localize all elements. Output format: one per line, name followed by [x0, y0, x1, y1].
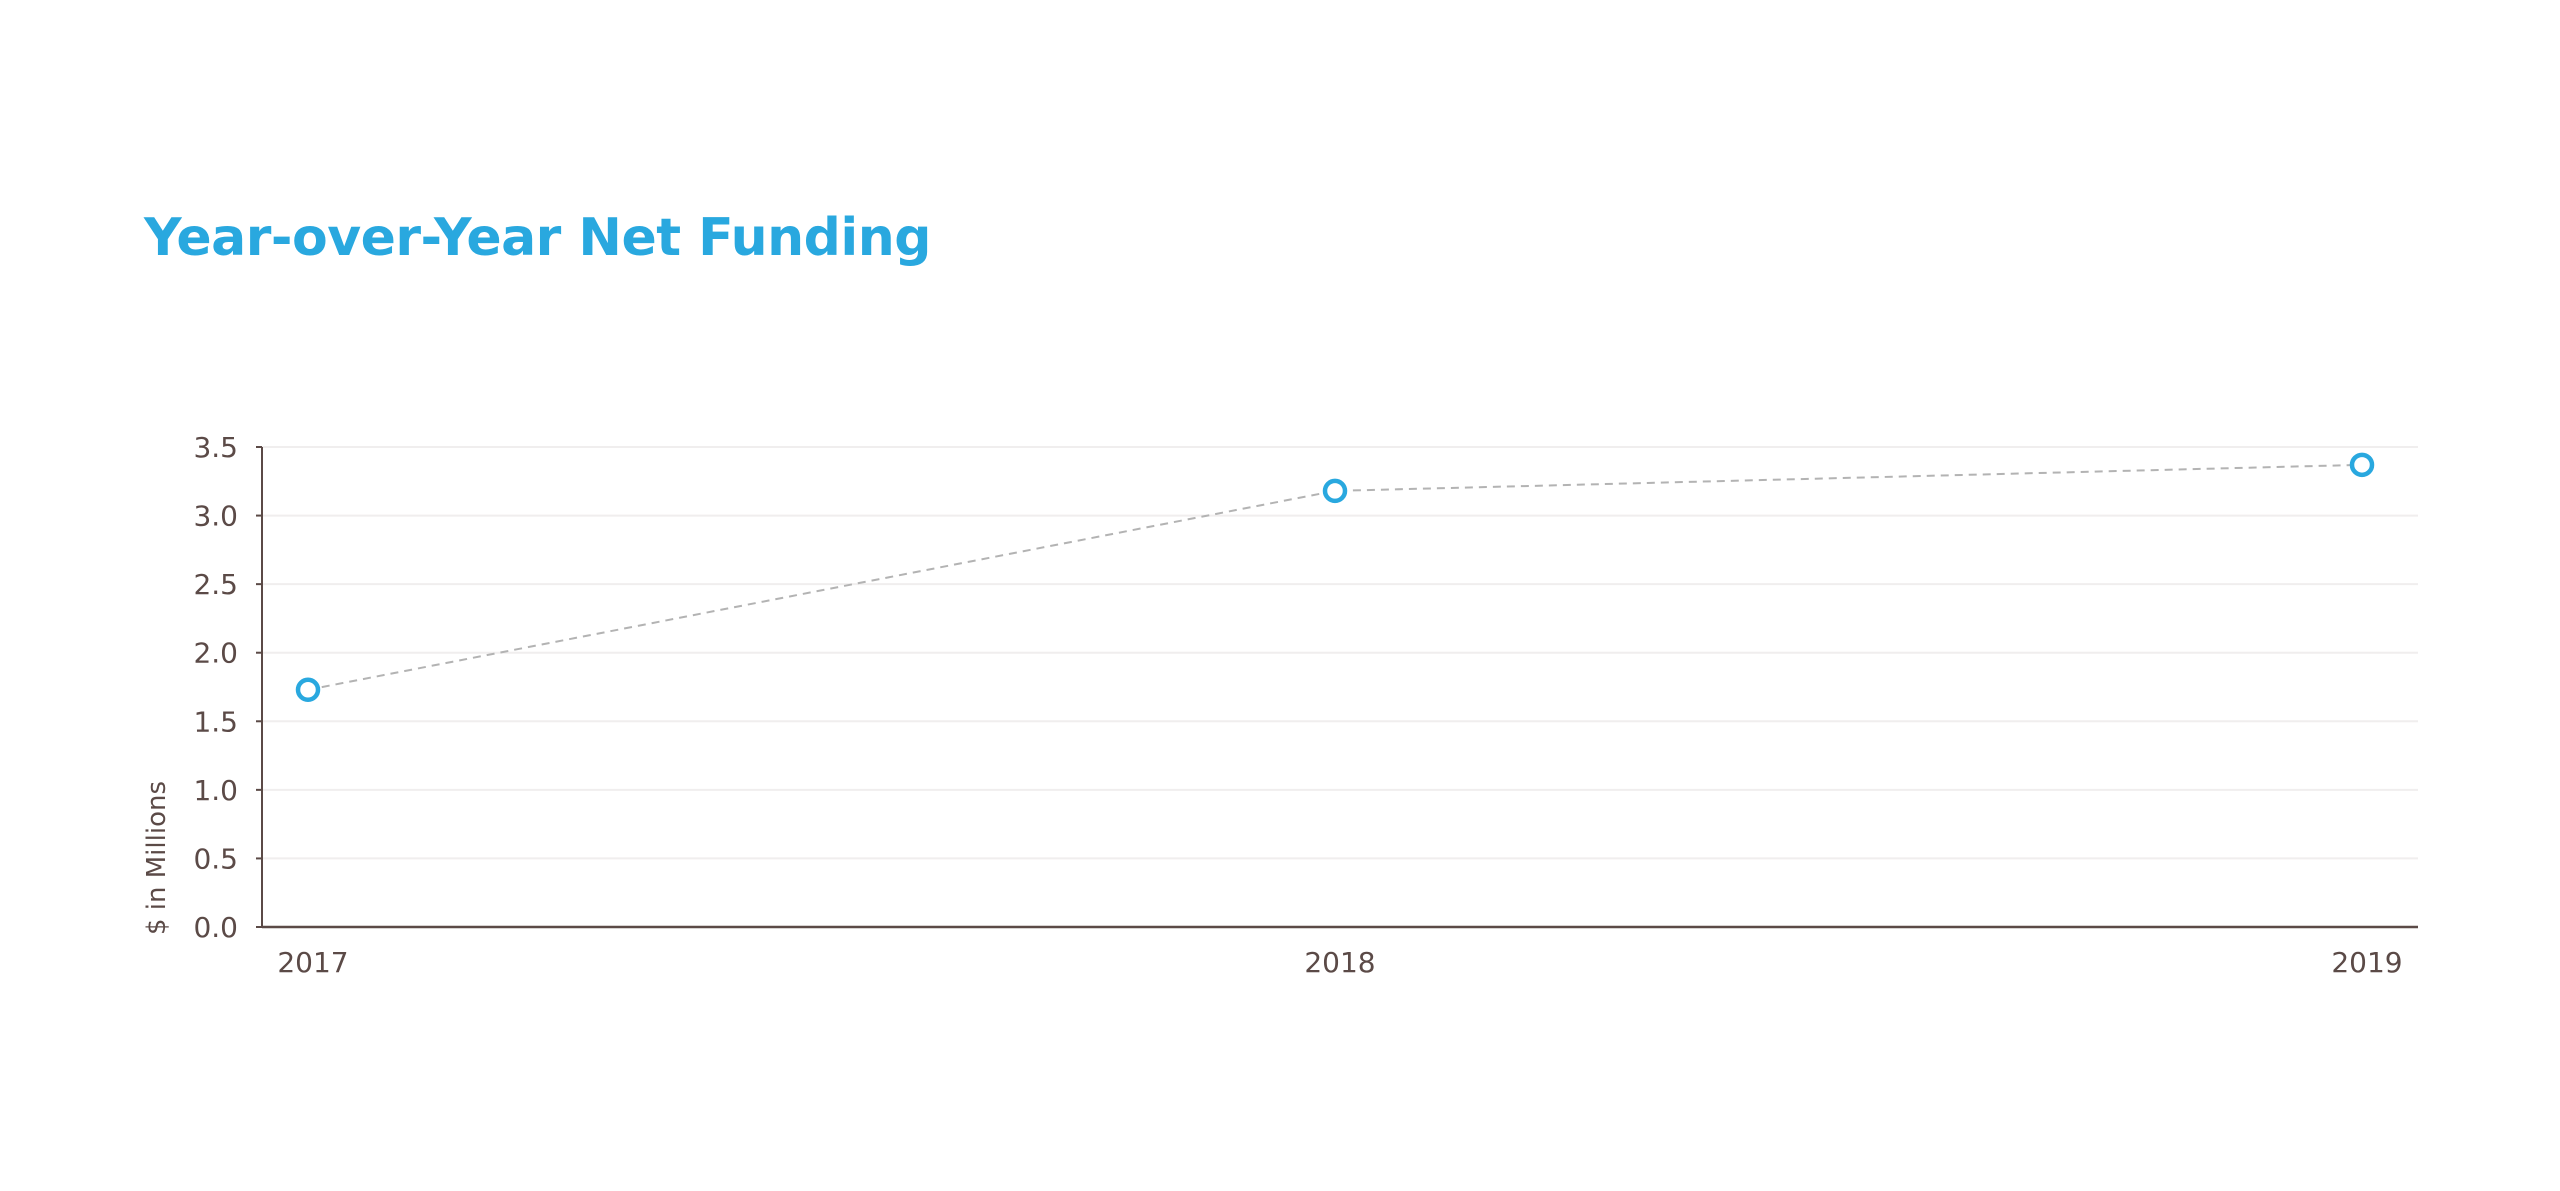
data-point-2018: [1322, 478, 1348, 504]
x-tick-label: 2019: [2331, 946, 2402, 979]
chart-title: Year-over-Year Net Funding: [144, 208, 931, 268]
y-tick-label: 0.0: [193, 911, 238, 944]
data-point-2019: [2349, 452, 2375, 478]
y-tick-label: 0.5: [193, 842, 238, 875]
y-tick-label: 1.5: [193, 705, 238, 738]
data-point-2017: [295, 677, 321, 702]
y-tick-labels: 0.0 0.5 1.0 1.5 2.0 2.5 3.0 3.5: [193, 431, 262, 944]
y-tick-label: 2.5: [193, 568, 238, 601]
y-tick-label: 2.0: [193, 637, 238, 670]
x-tick-labels: 2017 2018 2019: [277, 946, 2402, 979]
y-tick-label: 3.0: [193, 500, 238, 533]
axes: [261, 447, 2418, 929]
y-tick-label: 3.5: [193, 431, 238, 464]
x-tick-label: 2017: [277, 946, 348, 979]
x-tick-label: 2018: [1304, 946, 1375, 979]
data-points: [295, 452, 2375, 702]
y-axis-label: $ in Millions: [142, 781, 172, 935]
gridlines: [262, 446, 2418, 860]
y-tick-label: 1.0: [193, 774, 238, 807]
